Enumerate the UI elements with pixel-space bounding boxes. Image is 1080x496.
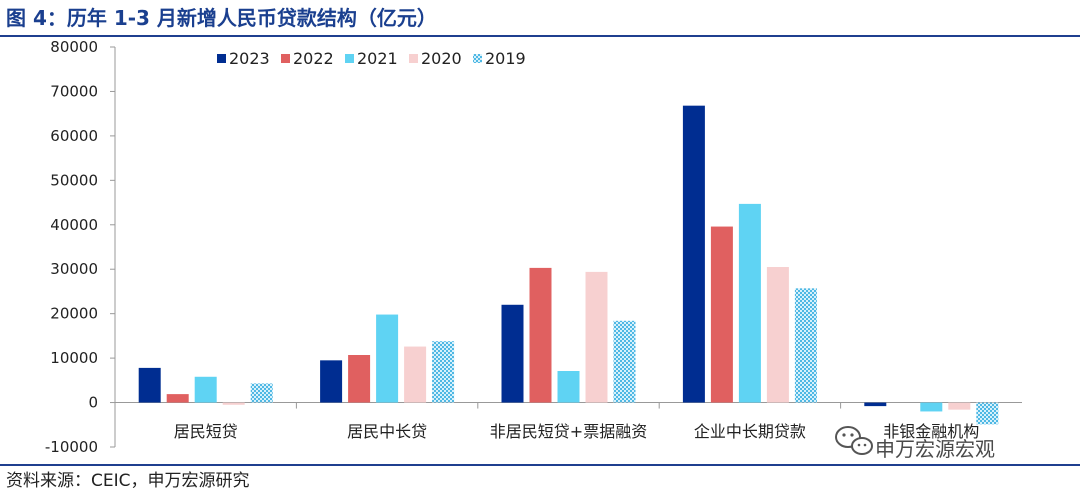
- bar-2020: [585, 271, 608, 403]
- source-note: 资料来源：CEIC，申万宏源研究: [6, 471, 250, 491]
- wechat-icon: [835, 426, 873, 455]
- legend-label-2019: 2019: [485, 49, 526, 68]
- y-tick-label: 70000: [50, 82, 98, 100]
- legend-label-2022: 2022: [293, 49, 334, 68]
- bar-2022: [348, 355, 371, 403]
- bar-2023: [682, 105, 705, 403]
- legend-swatch-2021: [345, 54, 354, 63]
- y-tick-label: 50000: [50, 171, 98, 189]
- bar-2022: [166, 394, 189, 403]
- x-category-label: 居民短贷: [174, 422, 238, 441]
- bar-2020: [404, 346, 427, 403]
- bar-2023: [320, 360, 343, 403]
- y-tick-label: 30000: [50, 260, 98, 278]
- footer-divider: [0, 464, 1080, 466]
- bar-2020: [766, 267, 789, 403]
- legend-label-2020: 2020: [421, 49, 462, 68]
- y-tick-label: 60000: [50, 127, 98, 145]
- bar-2021: [376, 314, 399, 403]
- bar-2022: [529, 267, 552, 403]
- bar-2019: [432, 341, 455, 403]
- bar-2021: [920, 402, 943, 412]
- bar-2020: [948, 402, 971, 410]
- legend-label-2023: 2023: [229, 49, 270, 68]
- bar-2021: [738, 203, 761, 403]
- chart-bars: [138, 105, 999, 425]
- legend-label-2021: 2021: [357, 49, 398, 68]
- x-category-label: 非居民短贷+票据融资: [490, 422, 647, 441]
- legend-swatch-2023: [217, 54, 226, 63]
- bar-2022: [710, 226, 733, 403]
- x-category-label: 非银金融机构: [883, 422, 979, 441]
- bar-2019: [613, 320, 636, 403]
- bar-2019: [794, 288, 817, 403]
- title-divider: [0, 35, 1080, 37]
- bar-2021: [557, 371, 580, 403]
- legend-swatch-2020: [409, 54, 418, 63]
- y-tick-label: 0: [88, 394, 98, 412]
- legend-swatch-2022: [281, 54, 290, 63]
- y-tick-label: 40000: [50, 216, 98, 234]
- page-title: 图 4：历年 1-3 月新增人民币贷款结构（亿元）: [6, 6, 437, 30]
- y-tick-label: -10000: [45, 438, 98, 456]
- bar-2023: [864, 402, 887, 407]
- watermark-text: 申万宏源宏观: [875, 437, 995, 461]
- watermark-logo: 申万宏源宏观: [835, 426, 995, 461]
- bar-2019: [250, 383, 273, 403]
- y-tick-label: 20000: [50, 305, 98, 323]
- bar-2023: [501, 304, 524, 403]
- bar-2020: [222, 402, 245, 405]
- legend-swatch-2019: [473, 54, 482, 63]
- bar-2023: [138, 367, 161, 403]
- bar-2021: [194, 376, 217, 403]
- x-category-label: 居民中长贷: [347, 422, 427, 441]
- chart-legend: 2023 2022 2021 2020 2019: [217, 49, 526, 68]
- y-tick-label: 80000: [50, 38, 98, 56]
- y-tick-label: 10000: [50, 349, 98, 367]
- bar-2019: [976, 402, 999, 425]
- x-category-label: 企业中长期贷款: [694, 422, 806, 441]
